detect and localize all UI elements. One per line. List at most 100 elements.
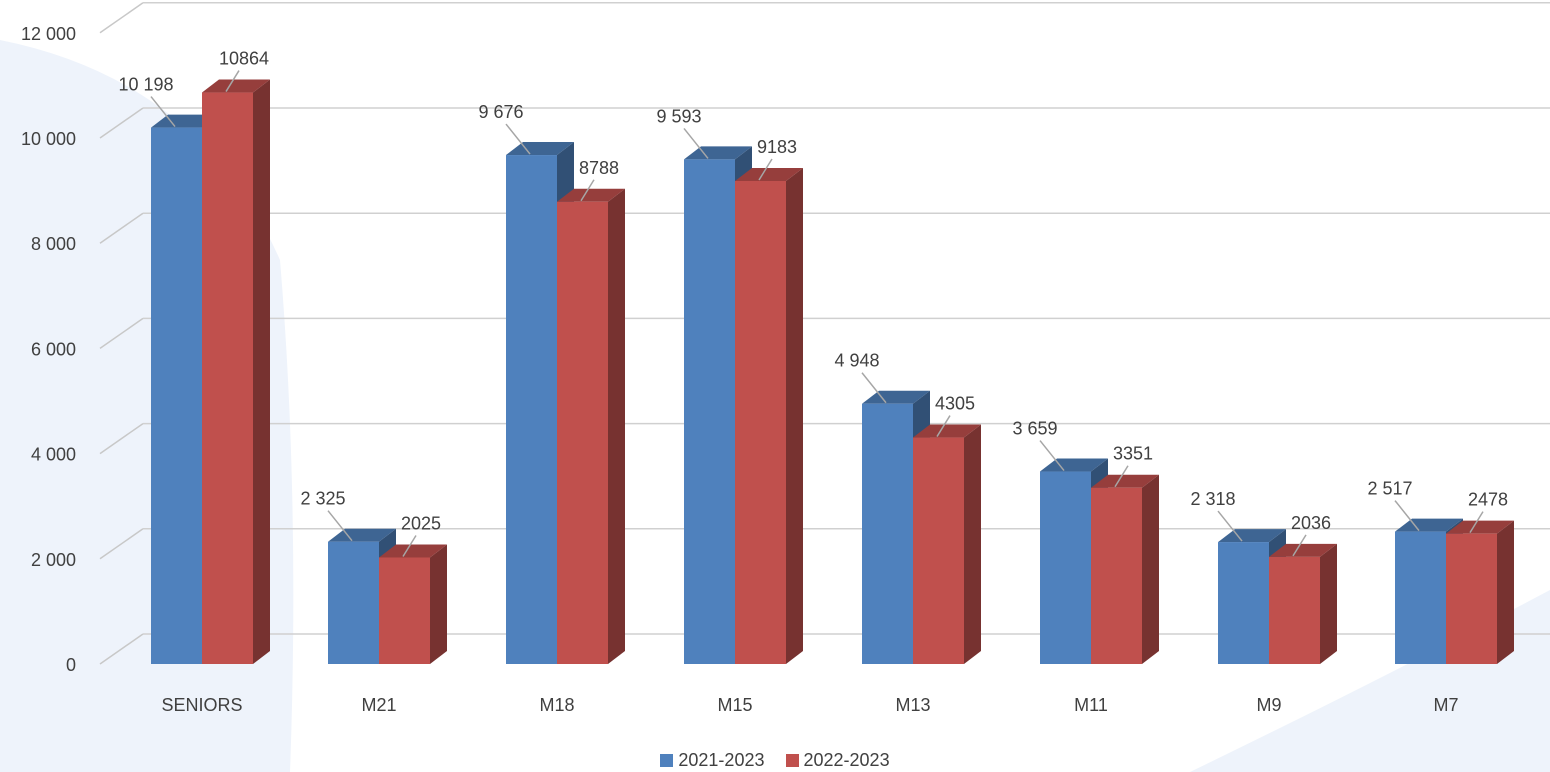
gridline-depth-1 — [99, 528, 144, 560]
bar-series-1-seniors-front — [151, 127, 202, 664]
data-label-series-1: 9 676 — [478, 102, 523, 122]
leader-line-series-1 — [1394, 500, 1420, 532]
bar-series-2-m11-front — [1091, 487, 1142, 664]
y-tick-label: 0 — [66, 655, 76, 675]
x-category-label: SENIORS — [161, 695, 242, 715]
data-label-series-1: 2 517 — [1367, 479, 1412, 499]
x-category-label: M15 — [717, 695, 752, 715]
leader-line-series-2 — [758, 158, 773, 181]
y-tick-label: 10 000 — [21, 129, 76, 149]
leader-line-series-1 — [1039, 440, 1065, 472]
leader-line-series-2 — [1114, 465, 1129, 488]
data-label-series-2: 10864 — [219, 49, 269, 69]
bar-series-2-m7-side — [1497, 520, 1514, 664]
x-category-label: M9 — [1256, 695, 1281, 715]
bar-series-1-m9-front — [1218, 542, 1269, 664]
x-category-label: M21 — [361, 695, 396, 715]
leader-line-series-2 — [580, 179, 595, 202]
legend: 2021-2023 2022-2023 — [0, 750, 1550, 772]
legend-label-series-1: 2021-2023 — [678, 750, 765, 770]
bar-series-2-m15 — [735, 167, 803, 665]
bar-series-1-m21-front — [328, 541, 379, 664]
bar-series-2-m7-top — [1446, 520, 1514, 534]
bar-series-1-m15-front — [684, 159, 735, 664]
bar-series-2-m13 — [913, 424, 981, 664]
bar-series-2-m9-top — [1269, 543, 1337, 557]
bar-series-2-m15-side — [786, 167, 803, 665]
bar-series-2-m7-front — [1446, 533, 1497, 664]
bar-series-2-m7 — [1446, 520, 1514, 664]
y-tick-label: 8 000 — [31, 234, 76, 254]
gridline-depth-2 — [99, 422, 144, 455]
bar-series-2-m9 — [1269, 543, 1337, 664]
y-tick-label: 2 000 — [31, 550, 76, 570]
y-tick-label: 12 000 — [21, 24, 76, 44]
leader-line-series-1 — [505, 123, 531, 155]
data-label-series-1: 9 593 — [656, 106, 701, 126]
bar-series-2-m21-top — [379, 544, 447, 558]
x-axis-category-labels: SENIORS M21 M18 M15 M13 M11 M9 M7 — [161, 695, 1458, 715]
leader-line-series-2 — [402, 535, 417, 557]
leader-line-series-2 — [225, 70, 240, 92]
bar-series-2-m13-top — [913, 424, 981, 438]
legend-label-series-2: 2022-2023 — [803, 750, 890, 770]
x-category-label: M11 — [1074, 695, 1108, 715]
bar-series-1-m18-front — [506, 155, 557, 664]
x-category-label: M18 — [539, 695, 574, 715]
bar-series-2-m13-front — [913, 437, 964, 664]
data-label-series-2: 9183 — [757, 137, 797, 157]
legend-item-series-2: 2022-2023 — [785, 750, 890, 771]
label-leader-lines — [150, 70, 1484, 557]
bar-series-2-seniors-top — [202, 79, 270, 93]
leader-line-series-1 — [327, 510, 353, 542]
leader-line-series-1 — [683, 127, 709, 159]
bar-series-2-m21 — [379, 544, 447, 664]
bars — [151, 79, 1514, 665]
bar-series-2-m21-side — [430, 544, 447, 664]
bar-series-2-m11 — [1091, 474, 1159, 664]
data-label-series-1: 4 948 — [834, 351, 879, 371]
bar-series-2-seniors — [202, 79, 270, 665]
y-axis-tick-labels: 0 2 000 4 000 6 000 8 000 10 000 12 000 — [21, 24, 76, 675]
bar-series-2-seniors-side — [253, 79, 270, 665]
bar-series-1-m7-front — [1395, 531, 1446, 664]
bar-series-2-m21-front — [379, 557, 430, 664]
data-labels: 10 198 10864 2 325 2025 9 676 8788 9 593 9183 4 … — [118, 49, 1508, 534]
bar-series-2-m15-top — [735, 167, 803, 181]
bar-series-2-m15-front — [735, 180, 786, 665]
x-category-label: M7 — [1433, 695, 1458, 715]
leader-line-series-1 — [861, 372, 887, 404]
data-label-series-2: 8788 — [579, 158, 619, 178]
bar-series-2-m18-top — [557, 188, 625, 202]
gridline-depth-4 — [99, 212, 144, 244]
bar-series-2-m11-side — [1142, 474, 1159, 664]
x-category-label: M13 — [895, 695, 930, 715]
gridline-depth-3 — [99, 317, 144, 350]
leader-line-series-1 — [150, 96, 176, 128]
data-label-series-1: 3 659 — [1012, 419, 1057, 439]
data-label-series-2: 4305 — [935, 394, 975, 414]
bar-series-2-m9-front — [1269, 556, 1320, 664]
leader-line-series-1 — [1217, 510, 1243, 542]
data-label-series-1: 10 198 — [118, 75, 173, 95]
bar-series-2-m18 — [557, 188, 625, 664]
bar-series-2-m18-front — [557, 201, 608, 664]
bar-series-2-m13-side — [964, 424, 981, 664]
gridline-depth-6 — [99, 2, 144, 34]
data-label-series-2: 3351 — [1113, 444, 1153, 464]
bar-series-2-seniors-front — [202, 92, 253, 665]
legend-swatch-series-2 — [785, 754, 799, 767]
bar-series-1-m11-front — [1040, 471, 1091, 664]
bar-series-2-m9-side — [1320, 543, 1337, 664]
bar-series-2-m18-side — [608, 188, 625, 664]
data-label-series-2: 2025 — [401, 513, 441, 533]
bar-series-2-m11-top — [1091, 474, 1159, 488]
data-label-series-2: 2478 — [1468, 490, 1508, 510]
data-label-series-2: 2036 — [1291, 513, 1331, 533]
y-tick-label: 4 000 — [31, 445, 76, 465]
gridline-depth-0 — [99, 633, 144, 665]
leader-line-series-2 — [1469, 511, 1484, 534]
data-label-series-1: 2 325 — [300, 489, 345, 509]
legend-item-series-1: 2021-2023 — [660, 750, 764, 771]
